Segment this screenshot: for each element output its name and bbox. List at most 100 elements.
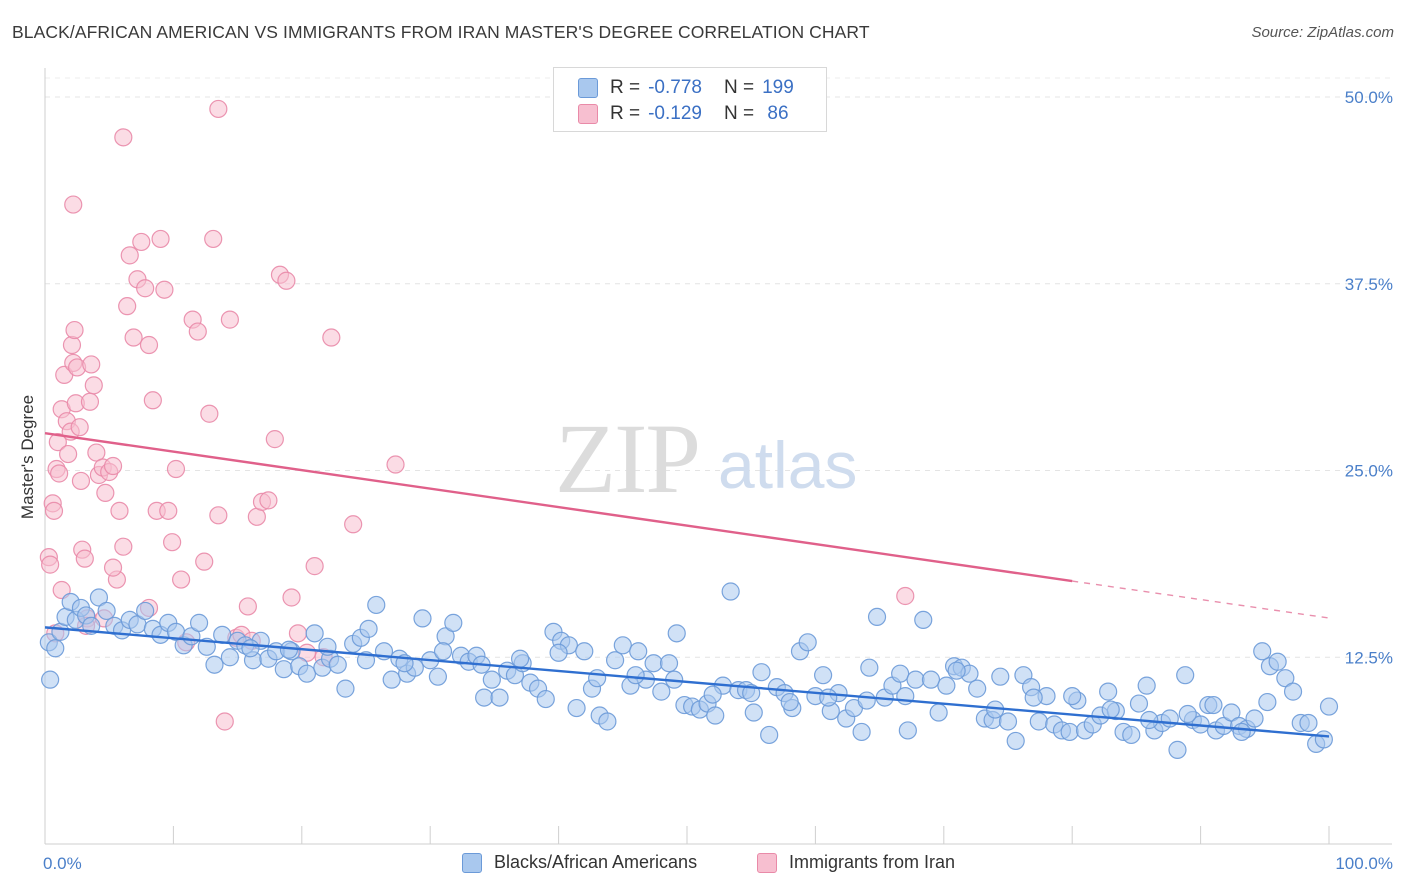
legend-n-label: N = — [723, 77, 755, 98]
data-point-black — [906, 670, 925, 689]
data-point-black — [41, 670, 60, 689]
data-point-black — [721, 582, 740, 601]
trend-extension-iran — [1072, 580, 1330, 619]
data-point-black — [706, 706, 725, 725]
data-point-black — [1314, 730, 1333, 749]
data-point-black — [1222, 703, 1241, 722]
data-point-iran — [120, 246, 139, 265]
data-point-black — [1122, 725, 1141, 745]
data-point-iran — [64, 195, 83, 214]
data-point-iran — [151, 229, 170, 249]
data-point-iran — [132, 232, 151, 252]
x-tick-label: 0.0% — [43, 854, 82, 873]
data-point-iran — [62, 335, 82, 355]
data-point-black — [189, 613, 209, 632]
data-point-black — [1099, 682, 1118, 701]
legend-r-value: -0.778 — [648, 77, 702, 98]
data-point-black — [1029, 712, 1048, 731]
data-point-iran — [209, 99, 228, 119]
data-point-iran — [114, 128, 133, 147]
data-point-black — [626, 666, 645, 685]
data-point-black — [780, 692, 799, 712]
y-tick-label: 12.5% — [1345, 648, 1393, 667]
data-point-black — [382, 670, 401, 689]
data-point-black — [1245, 709, 1264, 728]
data-point-black — [744, 703, 763, 722]
data-point-black — [968, 679, 987, 698]
data-point-iran — [322, 328, 341, 347]
legend-row-black: R = -0.778 N = 199 — [578, 76, 794, 100]
grid-lines — [45, 77, 1392, 658]
tick-labels: 12.5% 25.0% 37.5% 50.0% 0.0% 100.0% — [43, 88, 1393, 873]
data-point-black — [652, 682, 671, 701]
series-black-points — [39, 582, 1339, 759]
data-point-black — [549, 643, 568, 662]
chart-title: BLACK/AFRICAN AMERICAN VS IMMIGRANTS FRO… — [12, 22, 870, 42]
data-point-iran — [143, 391, 162, 410]
data-point-black — [937, 676, 956, 695]
data-point-black — [998, 712, 1018, 731]
series-legend: Blacks/African Americans Immigrants from… — [0, 852, 1406, 878]
data-point-black — [1063, 686, 1082, 706]
data-point-iran — [50, 464, 69, 483]
data-point-black — [852, 722, 871, 742]
data-point-black — [929, 703, 948, 722]
legend-label-black: Blacks/African Americans — [494, 852, 698, 872]
data-point-black — [433, 642, 453, 661]
data-point-black — [629, 642, 648, 661]
data-point-iran — [110, 501, 129, 520]
data-point-black — [1299, 713, 1318, 733]
data-point-black — [1101, 700, 1120, 719]
data-point-black — [867, 607, 887, 627]
data-point-black — [328, 655, 347, 674]
data-point-iran — [103, 456, 123, 476]
data-point-iran — [288, 624, 308, 643]
data-point-black — [490, 688, 509, 707]
data-point-black — [1137, 676, 1156, 695]
data-point-black — [1276, 669, 1295, 688]
data-point-black — [1268, 652, 1287, 671]
legend-n-value: 86 — [762, 103, 789, 124]
data-point-iran — [265, 430, 284, 449]
data-point-iran — [96, 483, 115, 503]
data-point-black — [136, 601, 155, 621]
data-point-iran — [114, 537, 133, 556]
data-point-iran — [386, 455, 405, 474]
trend-line-iran — [44, 431, 1073, 583]
data-point-iran — [277, 271, 296, 290]
data-point-black — [1319, 697, 1339, 716]
data-point-iran — [163, 533, 182, 552]
legend-item-iran[interactable]: Immigrants from Iran — [757, 852, 955, 873]
data-point-black — [297, 664, 317, 683]
data-point-iran — [259, 491, 278, 510]
data-point-black — [613, 636, 632, 655]
data-point-black — [760, 725, 779, 745]
data-point-black — [921, 670, 941, 689]
data-point-iran — [103, 558, 123, 577]
data-point-black — [567, 698, 586, 718]
data-point-black — [947, 661, 966, 680]
watermark-zip: ZIP — [555, 403, 699, 514]
y-tick-label: 25.0% — [1345, 462, 1393, 481]
data-point-iran — [220, 310, 239, 329]
data-point-iran — [59, 444, 78, 464]
data-point-black — [274, 660, 293, 679]
data-point-black — [598, 712, 617, 731]
data-point-black — [241, 639, 260, 658]
data-point-iran — [41, 555, 60, 574]
legend-row-iran: R = -0.129 N = 86 — [578, 102, 789, 126]
data-point-black — [703, 685, 722, 704]
legend-label-iran: Immigrants from Iran — [789, 852, 956, 872]
data-point-black — [644, 654, 663, 673]
data-point-black — [891, 664, 910, 683]
data-point-iran — [282, 588, 301, 607]
data-point-iran — [305, 557, 324, 576]
legend-item-black[interactable]: Blacks/African Americans — [462, 852, 697, 873]
data-point-black — [305, 624, 324, 643]
data-point-black — [475, 688, 494, 707]
data-point-iran — [44, 501, 64, 520]
data-point-black — [588, 669, 607, 688]
x-tick-label: 100.0% — [1335, 854, 1393, 873]
data-point-black — [1232, 722, 1251, 742]
